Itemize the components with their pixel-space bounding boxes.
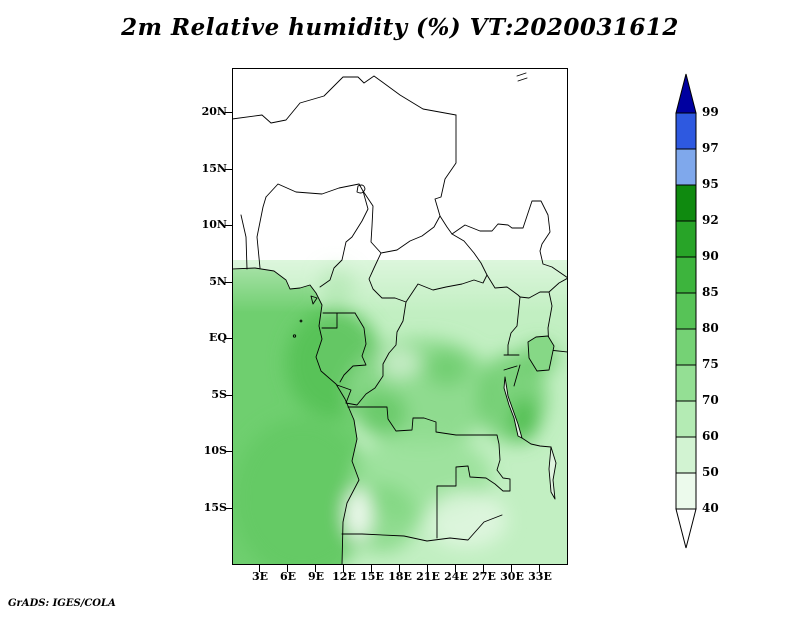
bioko-island xyxy=(310,295,318,305)
lon-tick-label: 18E xyxy=(388,570,412,583)
colorbar-label: 92 xyxy=(702,213,719,227)
tick-mark xyxy=(427,565,428,572)
map-svg xyxy=(232,68,568,565)
colorbar-label: 70 xyxy=(702,393,719,407)
colorbar-label: 97 xyxy=(702,141,719,155)
colorbar-segment xyxy=(675,220,697,258)
colorbar-label: 90 xyxy=(702,249,719,263)
lon-tick-label: 30E xyxy=(500,570,524,583)
tick-mark xyxy=(225,395,232,396)
tick-mark xyxy=(259,565,260,572)
colorbar-segment xyxy=(675,400,697,438)
tick-mark xyxy=(225,451,232,452)
colorbar-label: 40 xyxy=(702,501,719,515)
lon-tick-label: 24E xyxy=(444,570,468,583)
country-borders xyxy=(233,72,567,564)
tick-mark xyxy=(343,565,344,572)
lat-tick-label: 15S xyxy=(203,501,227,514)
colorbar-label: 60 xyxy=(702,429,719,443)
lake-victoria xyxy=(527,335,555,372)
colorbar-segment xyxy=(675,472,697,510)
colorbar-segment xyxy=(675,256,697,294)
tick-mark xyxy=(225,508,232,509)
lon-tick-label: 15E xyxy=(360,570,384,583)
lon-tick-label: 6E xyxy=(279,570,297,583)
tick-mark xyxy=(539,565,540,572)
top-right-mark xyxy=(516,72,528,82)
lake-tanganyika xyxy=(503,376,523,439)
lon-tick-label: 27E xyxy=(472,570,496,583)
lon-tick-label: 3E xyxy=(251,570,269,583)
colorbar-segment xyxy=(675,364,697,402)
colorbar-segment xyxy=(675,184,697,222)
tick-mark xyxy=(287,565,288,572)
colorbar-label: 85 xyxy=(702,285,719,299)
tick-mark xyxy=(483,565,484,572)
colorbar-label: 80 xyxy=(702,321,719,335)
lat-tick-label: 15N xyxy=(201,162,227,175)
map-frame xyxy=(232,68,568,565)
lat-tick-label: 10S xyxy=(203,444,227,457)
map-panel xyxy=(232,68,568,565)
lon-tick-label: 33E xyxy=(528,570,552,583)
tick-mark xyxy=(225,338,232,339)
colorbar-segment xyxy=(675,328,697,366)
tick-mark xyxy=(399,565,400,572)
lat-tick-label: 10N xyxy=(201,218,227,231)
grads-credit: GrADS: IGES/COLA xyxy=(8,598,116,609)
principe-island xyxy=(299,319,303,323)
tick-mark xyxy=(371,565,372,572)
colorbar-segment xyxy=(675,112,697,150)
tick-mark xyxy=(225,225,232,226)
lon-tick-label: 12E xyxy=(332,570,356,583)
lat-tick-label: 5N xyxy=(209,275,227,288)
colorbar-label: 95 xyxy=(702,177,719,191)
lon-tick-label: 9E xyxy=(307,570,325,583)
tick-mark xyxy=(225,282,232,283)
lat-tick-label: EQ xyxy=(209,331,227,344)
lat-tick-label: 20N xyxy=(201,105,227,118)
colorbar-label: 50 xyxy=(702,465,719,479)
lake-chad xyxy=(356,184,366,194)
tick-mark xyxy=(455,565,456,572)
tick-mark xyxy=(315,565,316,572)
lat-tick-label: 5S xyxy=(211,388,227,401)
tick-mark xyxy=(511,565,512,572)
sao-tome-island xyxy=(292,334,297,338)
lake-malawi xyxy=(548,446,557,500)
tick-mark xyxy=(225,112,232,113)
colorbar-segment xyxy=(675,436,697,474)
lon-tick-label: 21E xyxy=(416,570,440,583)
colorbar-arrow-top xyxy=(675,73,697,114)
colorbar-segment xyxy=(675,292,697,330)
colorbar xyxy=(675,73,697,549)
plot-title: 2m Relative humidity (%) VT:2020031612 xyxy=(121,14,679,41)
coastline xyxy=(233,267,360,564)
colorbar-arrow-bottom xyxy=(675,508,697,549)
humidity-field xyxy=(233,69,567,564)
colorbar-label: 75 xyxy=(702,357,719,371)
colorbar-segment xyxy=(675,148,697,186)
tick-mark xyxy=(225,169,232,170)
colorbar-label: 99 xyxy=(702,105,719,119)
